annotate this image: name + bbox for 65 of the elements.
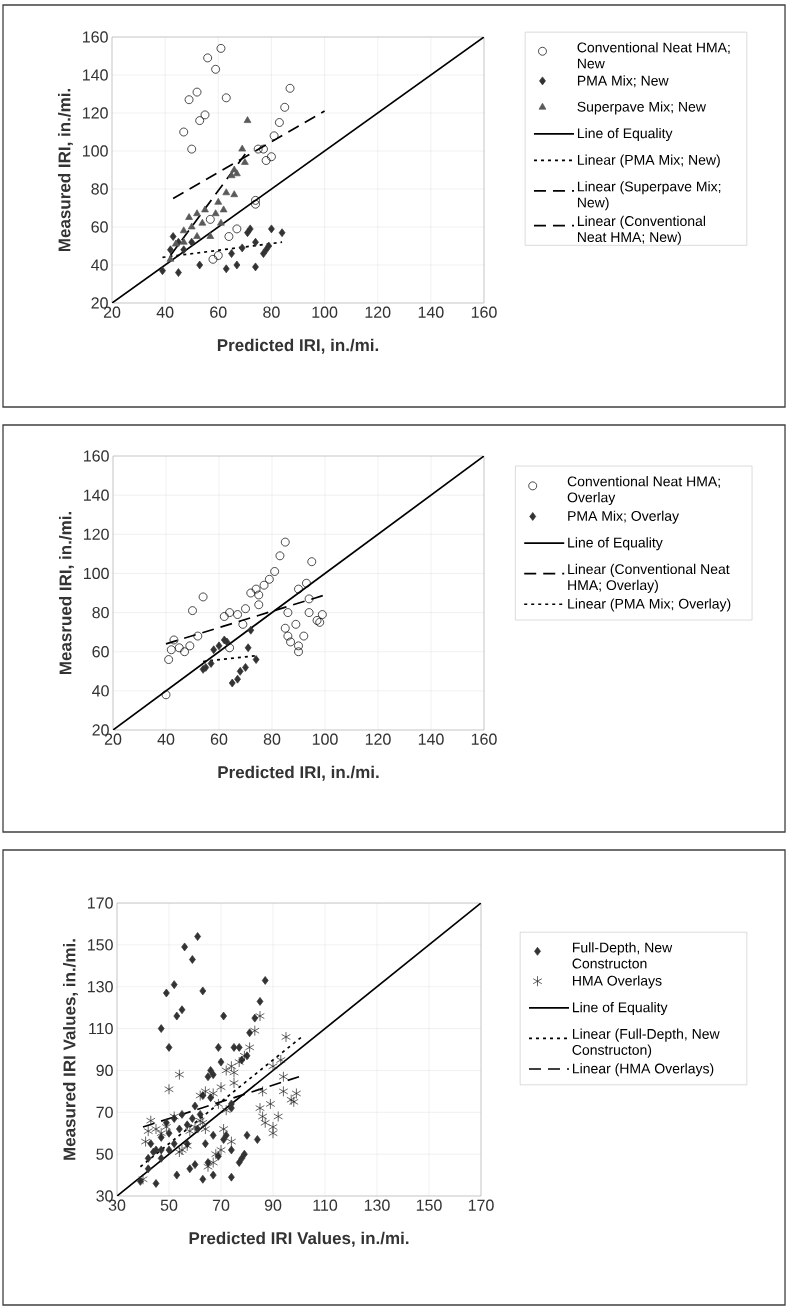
x-axis-title: Predicted IRI Values, in./mi.: [189, 1231, 409, 1247]
y-axis-title: Measrued IRI, in./mi.: [59, 512, 74, 675]
y-tick-label: 60: [91, 221, 108, 233]
x-tick-label: 110: [313, 1199, 338, 1211]
y-tick-label: 170: [88, 897, 113, 909]
y-tick-label: 70: [96, 1106, 113, 1118]
legend-label: Conventional Neat HMA; New: [577, 42, 730, 69]
x-tick-label: 40: [156, 306, 174, 318]
x-tick-label: 170: [468, 1199, 494, 1211]
y-tick-label: 150: [88, 939, 113, 951]
y-tick-label: 110: [89, 1022, 113, 1035]
legend-label: Linear (Conventional Neat HMA; Overlay): [568, 563, 730, 593]
legend-label: PMA Mix; Overlay: [568, 510, 680, 524]
x-tick-label: 120: [365, 306, 391, 318]
x-axis-title: Predicted IRI, in./mi.: [218, 765, 379, 781]
legend-label: Linear (Conventional Neat HMA; New): [577, 215, 706, 245]
y-axis-title: Measured IRI, in./mi.: [58, 89, 73, 252]
y-tick-label: 90: [96, 1064, 113, 1077]
y-tick-label: 100: [84, 567, 109, 580]
legend-label: Line of Equality: [568, 537, 663, 551]
legend-label: Linear (Superpave Mix; New): [577, 181, 721, 211]
legend-label: Linear (Full-Depth, New Constructon): [572, 1028, 720, 1058]
x-tick-label: 140: [418, 733, 444, 745]
y-tick-label: 60: [92, 646, 109, 658]
x-tick-label: 80: [263, 306, 280, 318]
legend-label: PMA Mix; New: [577, 75, 669, 88]
y-tick-label: 40: [92, 685, 109, 697]
y-tick-label: 120: [84, 528, 109, 540]
x-tick-label: 100: [312, 306, 338, 318]
legend-label: HMA Overlays: [573, 975, 662, 989]
legend-label: Line of Equality: [573, 1002, 668, 1016]
y-tick-label: 80: [92, 606, 109, 619]
y-tick-label: 140: [84, 489, 109, 501]
y-tick-label: 140: [83, 69, 108, 81]
x-tick-label: 90: [264, 1199, 282, 1211]
x-tick-label: 150: [416, 1199, 442, 1211]
legend-label: Superpave Mix; New: [577, 101, 706, 115]
x-tick-label: 160: [471, 306, 497, 318]
y-tick-label: 120: [83, 107, 108, 119]
legend-label: Linear (HMA Overlays): [573, 1063, 714, 1077]
y-tick-label: 50: [96, 1148, 113, 1160]
y-tick-label: 160: [84, 450, 109, 462]
x-tick-label: 60: [210, 306, 227, 318]
y-tick-label: 80: [91, 183, 108, 195]
x-tick-label: 70: [212, 1199, 230, 1211]
x-tick-label: 60: [210, 733, 228, 745]
x-tick-label: 120: [365, 733, 391, 745]
legend-label: Linear (PMA Mix; Overlay): [568, 598, 731, 612]
y-tick-label: 160: [83, 31, 108, 43]
x-tick-label: 160: [471, 733, 497, 745]
y-tick-label: 40: [91, 259, 108, 271]
x-tick-label: 80: [263, 733, 281, 745]
y-tick-label: 100: [83, 145, 108, 157]
y-tick-label: 130: [88, 981, 113, 993]
x-axis-title: Predicted IRI, in./mi.: [217, 338, 379, 354]
legend-label: Linear (PMA Mix; New): [577, 154, 720, 168]
legend-label: Line of Equality: [577, 127, 673, 142]
x-tick-label: 130: [364, 1199, 390, 1211]
x-tick-label: 140: [418, 306, 444, 318]
legend-label: Full-Depth, New Constructon: [572, 942, 673, 969]
legend-label: Conventional Neat HMA; Overlay: [567, 476, 720, 506]
y-axis-title: Measured IRI Values, in./mi.: [63, 939, 78, 1160]
x-tick-label: 50: [160, 1199, 178, 1211]
x-tick-label: 40: [157, 733, 175, 745]
x-tick-label: 100: [312, 733, 338, 745]
